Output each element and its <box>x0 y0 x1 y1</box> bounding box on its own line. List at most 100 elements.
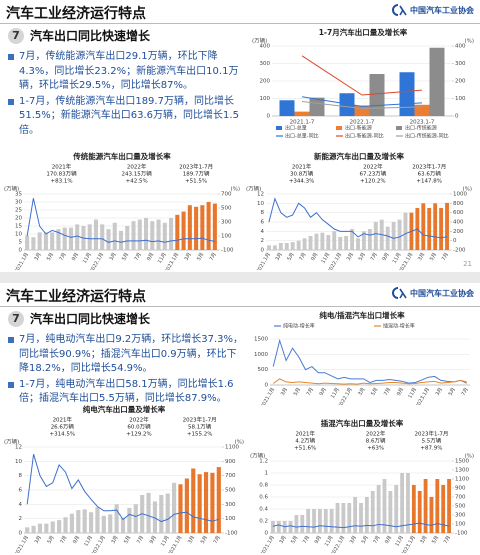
bar <box>57 520 62 533</box>
annotation: 2023年1-7月 <box>412 163 446 171</box>
annotation: 2023年1-7月 <box>183 416 217 424</box>
x-tick-label: 7月 <box>136 535 145 545</box>
y-tick-label: 12 <box>15 445 22 451</box>
bar <box>312 509 316 533</box>
bar <box>165 493 170 533</box>
line <box>26 198 215 243</box>
bar <box>68 227 73 250</box>
bar <box>178 484 183 533</box>
bar <box>290 242 295 250</box>
y2-tick-label: 100 <box>221 234 232 240</box>
line <box>301 96 423 107</box>
bar <box>187 205 192 250</box>
y-tick-label: 2 <box>19 516 23 522</box>
bar <box>406 473 410 533</box>
bar <box>210 472 215 533</box>
y2-tick-label: 300 <box>225 502 236 508</box>
bar <box>421 203 426 250</box>
y-tick-label: 0 <box>19 248 23 254</box>
bar <box>314 233 319 250</box>
bar <box>308 236 313 250</box>
logo-icon <box>392 4 407 16</box>
x-tick-label: 7月 <box>209 252 218 262</box>
legend-swatch <box>336 126 342 130</box>
x-tick-label: 11月 <box>82 252 93 265</box>
legend-label: 插混动-增长率 <box>383 323 415 330</box>
bar <box>271 521 275 533</box>
y-tick-label: 4 <box>19 502 23 508</box>
bar <box>212 203 217 250</box>
bar <box>399 72 415 116</box>
bar <box>338 236 343 250</box>
x-tick-label: 3月 <box>34 535 43 545</box>
x-tick-label: 3月 <box>33 252 42 262</box>
bar <box>25 235 30 250</box>
x-tick-label: 5月 <box>286 252 295 262</box>
y2-tick-label: 300 <box>221 220 232 226</box>
bullet: 7月，纯电动汽车出口9.2万辆，环比增长37.3%，同比增长90.9%；插混汽车… <box>8 333 244 377</box>
x-tick-label: 5月 <box>121 252 130 262</box>
bar <box>323 509 328 533</box>
annotation: 2023年1-7月 <box>179 163 213 171</box>
y-tick-label: 6 <box>19 488 23 494</box>
bar <box>414 104 430 116</box>
x-tick-label: 5月 <box>431 535 440 545</box>
bar <box>276 521 281 533</box>
bar <box>120 517 126 533</box>
annotation: 170.83万辆 <box>46 170 77 178</box>
y2-unit: (%) <box>464 39 474 45</box>
bar <box>400 473 405 533</box>
x-tick-label: 11月 <box>157 252 168 265</box>
bar <box>370 491 375 533</box>
bar <box>62 227 67 250</box>
legend-label: 出口-新能源 <box>345 125 372 132</box>
y-tick-label: 0.6 <box>259 495 268 501</box>
bar <box>216 467 221 533</box>
y-tick-label: 8 <box>261 210 265 216</box>
y2-tick-label: 500 <box>221 206 232 212</box>
page-number: 21 <box>463 260 472 268</box>
bar <box>197 474 202 533</box>
y2-tick-label: 1500 <box>455 459 469 465</box>
bar <box>82 509 87 533</box>
bar <box>63 517 68 533</box>
logo: 中国汽车工业协会 <box>389 287 474 299</box>
bar <box>159 495 164 533</box>
x-tick-label: 9月 <box>319 387 328 397</box>
x-tick-label: 3月 <box>187 535 196 545</box>
bar <box>429 47 445 116</box>
bar <box>175 214 180 250</box>
y-tick-label: 0.4 <box>259 507 268 513</box>
chart-title: 纯电汽车出口量及增长率 <box>83 404 166 414</box>
y-tick-label: 10 <box>257 201 264 207</box>
y-tick-label: 35 <box>15 192 22 198</box>
y-unit: (万辆) <box>252 37 267 45</box>
bar <box>439 208 444 250</box>
bar <box>184 478 189 533</box>
y2-unit: (%) <box>462 187 472 193</box>
bar <box>56 229 61 250</box>
line <box>301 55 423 96</box>
y2-tick-label: 900 <box>225 459 236 465</box>
bar <box>362 231 366 250</box>
line <box>301 100 423 109</box>
y2-tick-label: 100 <box>455 96 466 102</box>
bar <box>37 232 42 250</box>
bar <box>367 229 372 250</box>
bar <box>445 202 449 250</box>
x-tick-label: 3月 <box>278 535 287 545</box>
annotation: +314.5% <box>50 432 76 438</box>
y2-tick-label: 800 <box>453 201 464 207</box>
y-tick-label: 5 <box>19 240 23 246</box>
annotation: +87.9% <box>420 446 442 452</box>
x-tick-label: 5月 <box>46 535 55 545</box>
legend-label: 出口-传统能源 <box>405 125 437 132</box>
slide: 汽车工业经济运行特点 中国汽车工业协会 7 汽车出口同比快速增长 7月，纯电动汽… <box>0 283 480 555</box>
x-tick-label: 5月 <box>46 252 55 262</box>
bar <box>306 509 311 533</box>
y-tick-label: 1 <box>265 471 269 477</box>
y2-tick-label: 500 <box>225 488 236 494</box>
y2-tick-label: -100 <box>455 531 468 537</box>
bar <box>118 230 124 250</box>
bar <box>272 245 277 250</box>
